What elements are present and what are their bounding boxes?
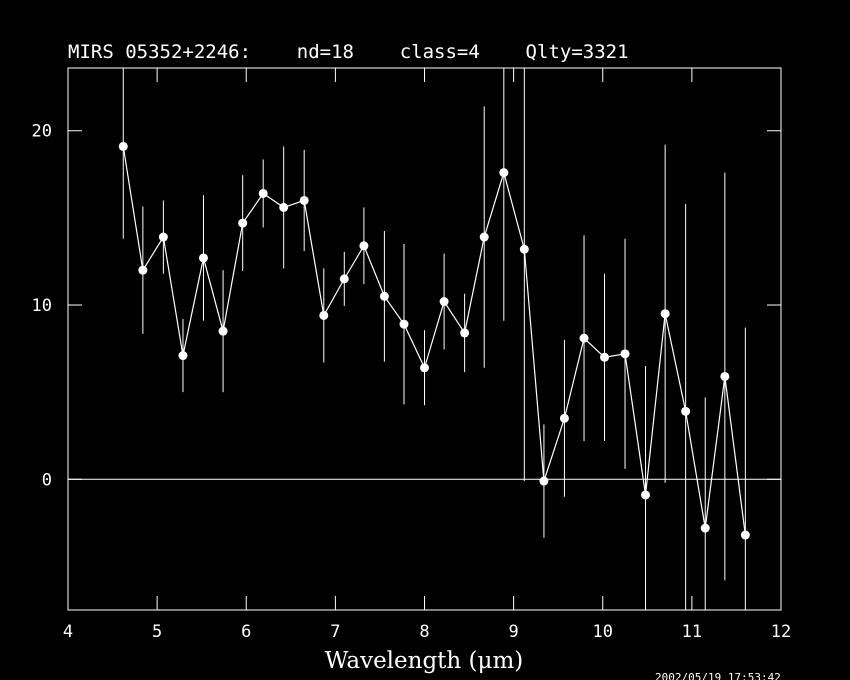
data-point	[700, 523, 710, 533]
data-point	[740, 530, 750, 540]
data-point	[118, 141, 128, 151]
y-tick-label: 0	[42, 470, 52, 490]
data-point	[660, 309, 670, 319]
data-point	[499, 168, 509, 178]
data-point	[620, 349, 630, 359]
chart-title: MIRS 05352+2246: nd=18 class=4 Qlty=3321	[68, 41, 629, 63]
y-tick-label: 20	[32, 122, 52, 142]
data-point	[178, 351, 188, 361]
data-point	[218, 326, 228, 336]
data-point	[359, 241, 369, 251]
timestamp: 2002/05/19 17:53:42	[655, 671, 781, 680]
x-tick-label: 9	[509, 622, 519, 642]
data-point	[641, 490, 651, 500]
data-point	[559, 413, 569, 423]
data-point	[579, 333, 589, 343]
data-point	[238, 218, 248, 228]
x-tick-label: 12	[771, 622, 791, 642]
data-point	[279, 202, 289, 212]
data-point	[720, 371, 730, 381]
x-tick-label: 8	[419, 622, 429, 642]
data-point	[600, 352, 610, 362]
y-tick-label: 10	[32, 296, 52, 316]
x-tick-label: 6	[241, 622, 251, 642]
data-point	[258, 188, 268, 198]
data-point	[519, 244, 529, 254]
x-axis-label: Wavelength (μm)	[325, 648, 524, 674]
data-point	[399, 319, 409, 329]
data-point	[299, 195, 309, 205]
x-tick-label: 5	[152, 622, 162, 642]
data-point	[539, 476, 549, 486]
data-point	[138, 265, 148, 275]
data-line	[122, 146, 746, 536]
x-tick-label: 7	[330, 622, 340, 642]
data-point	[158, 232, 168, 242]
x-tick-label: 11	[682, 622, 702, 642]
data-point	[319, 310, 329, 320]
data-point	[339, 274, 349, 284]
x-tick-label: 4	[63, 622, 73, 642]
data-point	[198, 253, 208, 263]
data-point	[420, 363, 429, 373]
data-point	[439, 297, 449, 307]
data-point	[681, 406, 691, 416]
data-point	[379, 291, 389, 301]
data-point	[460, 328, 470, 338]
x-tick-label: 10	[593, 622, 613, 642]
data-point	[479, 232, 489, 242]
